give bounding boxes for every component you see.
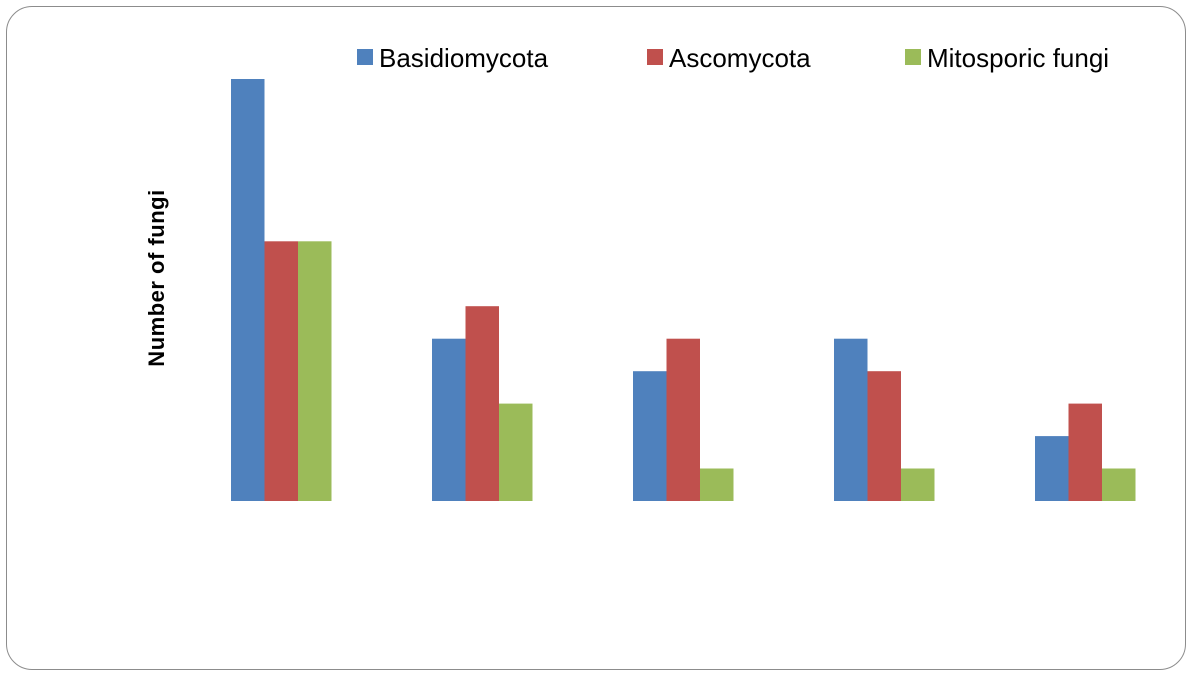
bar-mitosporic-fungi-2 — [499, 403, 533, 501]
bar-ascomycota-2 — [465, 306, 499, 501]
bars-group — [231, 79, 1136, 502]
bar-mitosporic-fungi-5 — [1102, 468, 1136, 501]
legend-label-ascomycota: Ascomycota — [669, 43, 811, 73]
legend-label-mitosporic-fungi: Mitosporic fungi — [927, 43, 1109, 73]
bar-mitosporic-fungi-3 — [700, 468, 734, 501]
bar-ascomycota-5 — [1068, 403, 1102, 501]
bar-ascomycota-3 — [666, 338, 700, 501]
bar-basidiomycota-3 — [633, 371, 667, 501]
y-axis-label: Number of fungi — [144, 189, 169, 366]
legend-swatch-ascomycota — [647, 49, 663, 65]
legend: Basidiomycota Ascomycota Mitosporic fungi — [357, 43, 1109, 73]
legend-swatch-basidiomycota — [357, 49, 373, 65]
bar-mitosporic-fungi-1 — [298, 241, 332, 502]
legend-swatch-mitosporic-fungi — [905, 49, 921, 65]
bar-basidiomycota-1 — [231, 79, 265, 501]
bar-basidiomycota-2 — [432, 338, 466, 501]
bar-ascomycota-4 — [867, 371, 901, 501]
bar-mitosporic-fungi-4 — [901, 468, 935, 501]
bar-ascomycota-1 — [264, 241, 298, 502]
legend-label-basidiomycota: Basidiomycota — [379, 43, 549, 73]
bar-basidiomycota-4 — [834, 338, 868, 501]
bar-basidiomycota-5 — [1035, 436, 1069, 501]
chart-frame — [6, 6, 1186, 670]
